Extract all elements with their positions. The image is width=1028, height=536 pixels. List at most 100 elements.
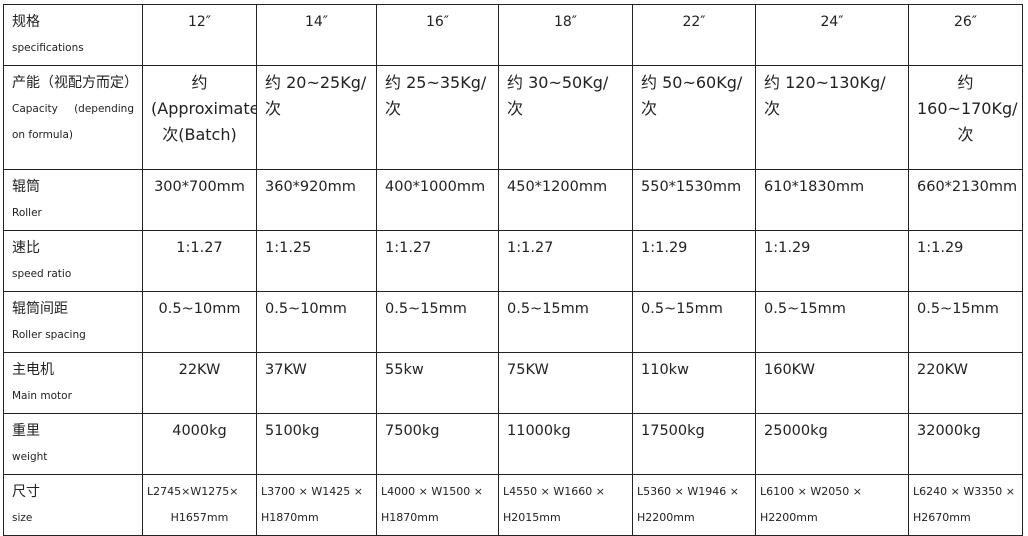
size-header: 24″ — [755, 4, 909, 66]
value-cell: 1:1.29 — [755, 230, 909, 292]
label-en: Main motor — [12, 390, 72, 402]
size-dims: L6100 × W2050 × — [760, 485, 862, 498]
label-cn: 辊筒 — [12, 179, 40, 195]
label-en: specifications — [12, 42, 84, 54]
capacity-cell: 约 50~60Kg/次 — [632, 65, 756, 170]
size-header: 16″ — [376, 4, 499, 66]
label-cn: 辊筒间距 — [12, 301, 68, 317]
label-en: speed ratio — [12, 268, 72, 280]
value-cell: 4000kg — [142, 413, 257, 475]
value-cell: 1:1.29 — [632, 230, 756, 292]
table-row: 主电机 Main motor 22KW 37KW 55kw 75KW 110kw 160KW 2… — [3, 352, 1023, 414]
capacity-cell: 约 25~35Kg/次 — [376, 65, 499, 170]
value-cell: 660*2130mm — [908, 169, 1023, 231]
value-cell: 7500kg — [376, 413, 499, 475]
size-header: 18″ — [498, 4, 633, 66]
header-label: 规格 specifications — [3, 4, 143, 66]
value-cell: 0.5~10mm — [256, 291, 377, 353]
label-en: size — [12, 512, 33, 524]
value-cell: 0.5~15mm — [755, 291, 909, 353]
table-row: 速比 speed ratio 1:1.27 1:1.25 1:1.27 1:1.27 1:1… — [3, 230, 1023, 292]
size-dims: L4000 × W1500 × — [381, 485, 483, 498]
value-cell: 360*920mm — [256, 169, 377, 231]
value-cell: 450*1200mm — [498, 169, 633, 231]
row-label: 尺寸 size — [3, 474, 143, 536]
size-dims: L4550 × W1660 × — [503, 485, 605, 498]
size-cell: L4550 × W1660 × H2015mm — [498, 474, 633, 536]
capacity-cell: 约 20~25Kg/次 — [256, 65, 377, 170]
value-cell: 300*700mm — [142, 169, 257, 231]
value-cell: 610*1830mm — [755, 169, 909, 231]
value-cell: 160KW — [755, 352, 909, 414]
value-cell: 0.5~15mm — [632, 291, 756, 353]
label-cn: 规格 — [12, 14, 40, 30]
row-label: 辊筒 Roller — [3, 169, 143, 231]
size-cell: L4000 × W1500 × H1870mm — [376, 474, 499, 536]
row-label: 辊筒间距 Roller spacing — [3, 291, 143, 353]
size-height: H1870mm — [381, 511, 439, 524]
value-cell: 1:1.27 — [376, 230, 499, 292]
value-cell: 37KW — [256, 352, 377, 414]
value-cell: 32000kg — [908, 413, 1023, 475]
table-row: 辊筒 Roller 300*700mm 360*920mm 400*1000mm 450*… — [3, 169, 1023, 231]
capacity-row: 产能（视配方而定） Capacity (depending on formula)… — [3, 65, 1023, 170]
size-height: H2200mm — [760, 511, 818, 524]
table-row: 辊筒间距 Roller spacing 0.5~10mm 0.5~10mm 0.5~15… — [3, 291, 1023, 353]
capacity-cell: 约 30~50Kg/次 — [498, 65, 633, 170]
size-cell: L3700 × W1425 × H1870mm — [256, 474, 377, 536]
size-header: 22″ — [632, 4, 756, 66]
size-dims: L5360 × W1946 × — [637, 485, 739, 498]
label-en: weight — [12, 451, 48, 463]
value-cell: 1:1.25 — [256, 230, 377, 292]
size-dims: L3700 × W1425 × — [261, 485, 363, 498]
size-header: 12″ — [142, 4, 257, 66]
value-cell: 0.5~15mm — [908, 291, 1023, 353]
specifications-table: 规格 specifications 12″ 14″ 16″ 18″ 22″ 24″ 26″ 产… — [3, 4, 1023, 536]
value-cell: 550*1530mm — [632, 169, 756, 231]
size-cell: L5360 × W1946 × H2200mm — [632, 474, 756, 536]
row-label: 重里 weight — [3, 413, 143, 475]
row-label: 主电机 Main motor — [3, 352, 143, 414]
label-en: Capacity (depending on formula) — [12, 103, 134, 141]
value-cell: 0.5~15mm — [498, 291, 633, 353]
label-cn: 重里 — [12, 423, 40, 439]
table-row: 重里 weight 4000kg 5100kg 7500kg 11000kg 17500kg… — [3, 413, 1023, 475]
value-cell: 1:1.29 — [908, 230, 1023, 292]
value-cell: 5100kg — [256, 413, 377, 475]
value-cell: 17500kg — [632, 413, 756, 475]
header-row: 规格 specifications 12″ 14″ 16″ 18″ 22″ 24″ 26″ — [3, 4, 1023, 66]
label-cn: 主电机 — [12, 362, 54, 378]
size-height: H2015mm — [503, 511, 561, 524]
value-cell: 0.5~15mm — [376, 291, 499, 353]
size-height: H2670mm — [913, 511, 971, 524]
size-dims: L6240 × W3350 × — [913, 485, 1015, 498]
size-cell: L6100 × W2050 × H2200mm — [755, 474, 909, 536]
size-header: 26″ — [908, 4, 1023, 66]
size-row: 尺寸 size L2745×W1275× H1657mm L3700 × W1425 ×… — [3, 474, 1023, 536]
value-cell: 110kw — [632, 352, 756, 414]
value-cell: 220KW — [908, 352, 1023, 414]
label-cn: 速比 — [12, 240, 40, 256]
value-cell: 55kw — [376, 352, 499, 414]
size-header: 14″ — [256, 4, 377, 66]
value-cell: 1:1.27 — [142, 230, 257, 292]
label-cn: 产能（视配方而定） — [12, 75, 138, 91]
value-cell: 75KW — [498, 352, 633, 414]
value-cell: 22KW — [142, 352, 257, 414]
size-height: H1657mm — [170, 511, 229, 524]
capacity-cell: 约 160~170Kg/次 — [908, 65, 1023, 170]
value-cell: 400*1000mm — [376, 169, 499, 231]
size-cell: L6240 × W3350 × H2670mm — [908, 474, 1023, 536]
value-cell: 11000kg — [498, 413, 633, 475]
label-en: Roller — [12, 207, 42, 219]
size-cell: L2745×W1275× H1657mm — [142, 474, 257, 536]
size-height: H2200mm — [637, 511, 695, 524]
label-cn: 尺寸 — [12, 484, 40, 500]
value-cell: 25000kg — [755, 413, 909, 475]
size-dims: L2745×W1275× — [147, 485, 239, 498]
row-label: 速比 speed ratio — [3, 230, 143, 292]
capacity-cell: 约(Approximately)15~20Kg/次(Batch) — [142, 65, 257, 170]
size-height: H1870mm — [261, 511, 319, 524]
capacity-cell: 约 120~130Kg/次 — [755, 65, 909, 170]
value-cell: 0.5~10mm — [142, 291, 257, 353]
